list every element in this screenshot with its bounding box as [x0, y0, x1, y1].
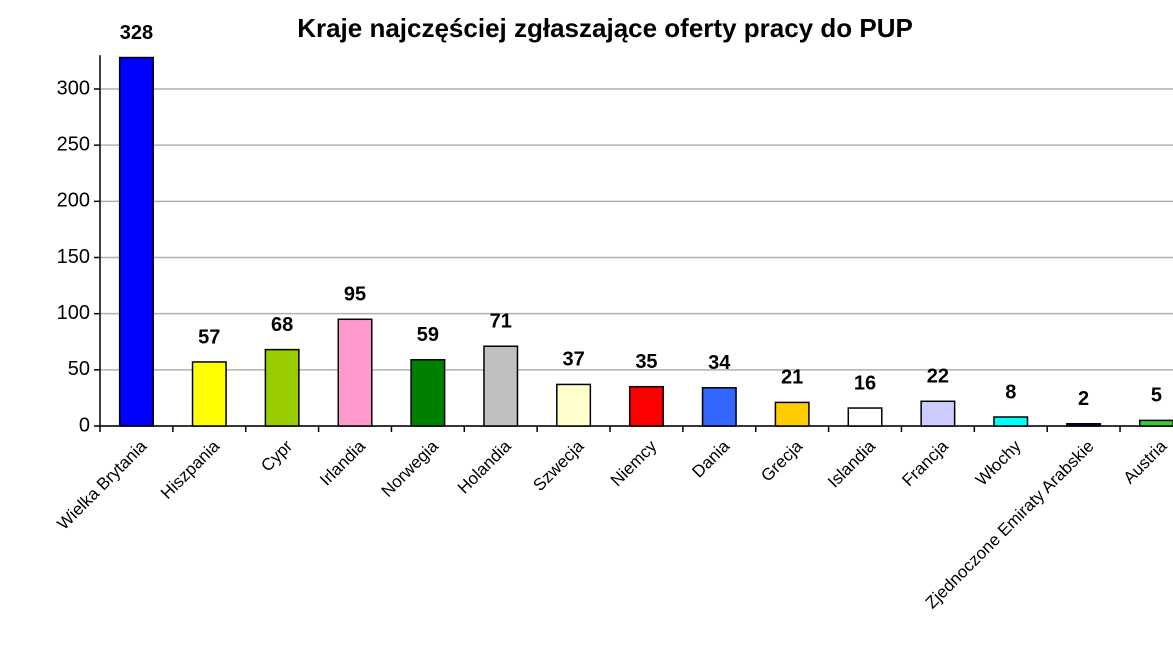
y-tick-label: 300: [57, 77, 90, 99]
bar: [1066, 423, 1102, 427]
value-label: 2: [1078, 388, 1089, 410]
bar: [993, 416, 1029, 427]
bar: [920, 400, 956, 427]
value-label: 71: [490, 311, 512, 333]
x-tick-label: Cypr: [257, 436, 296, 475]
bar: [556, 383, 592, 427]
x-tick-label: Irlandia: [316, 436, 369, 489]
value-label: 5: [1151, 385, 1162, 407]
value-label: 8: [1005, 381, 1016, 403]
x-tick-label: Holandia: [454, 436, 515, 497]
bar: [847, 407, 883, 427]
value-label: 95: [344, 284, 366, 306]
bar: [701, 387, 737, 427]
y-tick-label: 150: [57, 246, 90, 268]
y-tick-label: 250: [57, 133, 90, 155]
value-label: 21: [781, 367, 803, 389]
bar: [628, 385, 664, 427]
value-label: 16: [854, 372, 876, 394]
value-label: 59: [417, 324, 439, 346]
bar: [118, 56, 154, 427]
x-tick-label: Szwecja: [529, 436, 588, 495]
chart-title: Kraje najczęściej zgłaszające oferty pra…: [297, 13, 913, 43]
x-tick-label: Austria: [1120, 436, 1171, 487]
bar: [774, 401, 810, 427]
y-tick-label: 100: [57, 302, 90, 324]
x-tick-label: Norwegia: [378, 436, 443, 501]
value-label: 35: [635, 351, 657, 373]
value-label: 328: [120, 22, 153, 44]
bar: [410, 358, 446, 427]
x-tick-label: Grecja: [757, 436, 806, 485]
y-tick-label: 50: [68, 358, 90, 380]
x-tick-label: Wielka Brytania: [53, 436, 150, 533]
x-tick-label: Włochy: [972, 436, 1025, 489]
value-label: 22: [927, 366, 949, 388]
bar: [264, 348, 300, 427]
bar: [337, 318, 373, 427]
y-tick-label: 200: [57, 190, 90, 212]
y-tick-label: 0: [79, 414, 90, 436]
bar: [191, 361, 227, 427]
x-tick-label: Francja: [898, 436, 952, 490]
x-tick-label: Niemcy: [607, 436, 661, 490]
value-label: 68: [271, 314, 293, 336]
value-label: 57: [198, 326, 220, 348]
x-tick-label: Dania: [688, 436, 733, 481]
bar: [483, 345, 519, 427]
x-tick-label: Islandia: [824, 436, 879, 491]
x-tick-label: Hiszpania: [157, 436, 224, 503]
bar: [1138, 419, 1173, 427]
value-label: 34: [708, 352, 731, 374]
value-label: 37: [562, 349, 584, 371]
